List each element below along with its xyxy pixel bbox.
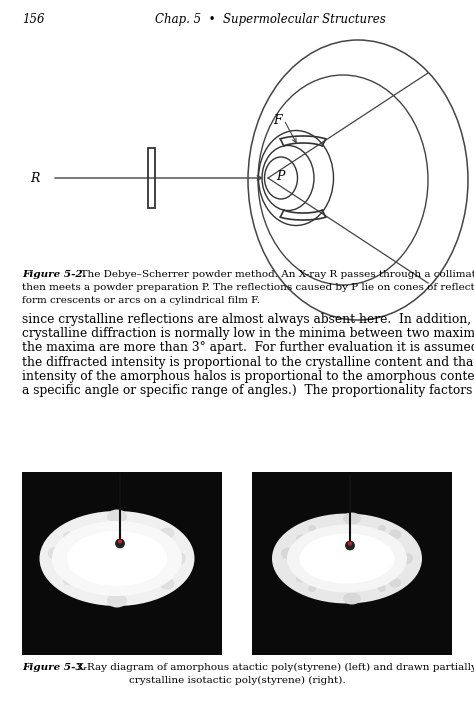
Ellipse shape: [378, 525, 386, 532]
Text: R: R: [31, 172, 40, 185]
Ellipse shape: [107, 593, 127, 607]
Text: the maxima are more than 3° apart.  For further evaluation it is assumed that: the maxima are more than 3° apart. For f…: [22, 342, 474, 354]
Text: since crystalline reflections are almost always absent here.  In addition,: since crystalline reflections are almost…: [22, 313, 471, 326]
Ellipse shape: [116, 539, 125, 548]
Text: a specific angle or specific range of angles.)  The proportionality factors also: a specific angle or specific range of an…: [22, 384, 474, 397]
Ellipse shape: [63, 575, 75, 585]
Text: the diffracted intensity is proportional to the crystalline content and that the: the diffracted intensity is proportional…: [22, 356, 474, 369]
Text: crystalline isotactic poly(styrene) (right).: crystalline isotactic poly(styrene) (rig…: [128, 676, 346, 685]
Text: Chap. 5  •  Supermolecular Structures: Chap. 5 • Supermolecular Structures: [155, 13, 385, 26]
Ellipse shape: [118, 540, 122, 543]
Ellipse shape: [397, 553, 413, 565]
Ellipse shape: [67, 531, 167, 586]
Text: form crescents or arcs on a cylindrical film F.: form crescents or arcs on a cylindrical …: [22, 296, 260, 305]
Text: then meets a powder preparation P. The reflections caused by P lie on cones of r: then meets a powder preparation P. The r…: [22, 283, 474, 292]
Ellipse shape: [346, 541, 355, 550]
Ellipse shape: [389, 578, 401, 588]
Ellipse shape: [159, 528, 174, 540]
Text: 156: 156: [22, 13, 45, 26]
Ellipse shape: [159, 578, 174, 590]
Ellipse shape: [272, 513, 422, 603]
Text: X-Ray diagram of amorphous atactic poly(styrene) (left) and drawn partially: X-Ray diagram of amorphous atactic poly(…: [70, 663, 474, 672]
Text: The Debye–Scherrer powder method. An X-ray R passes through a collimator and: The Debye–Scherrer powder method. An X-r…: [74, 270, 474, 279]
Bar: [22, 472, 222, 655]
Ellipse shape: [107, 510, 127, 523]
Ellipse shape: [52, 521, 182, 596]
Bar: [148, 148, 155, 208]
Ellipse shape: [168, 551, 186, 565]
Ellipse shape: [300, 533, 394, 583]
Ellipse shape: [343, 593, 361, 605]
Ellipse shape: [287, 525, 407, 593]
Text: F: F: [273, 113, 283, 126]
Text: Figure 5-2.: Figure 5-2.: [22, 270, 86, 279]
Text: P: P: [276, 170, 284, 183]
Ellipse shape: [39, 511, 194, 606]
Ellipse shape: [48, 546, 66, 560]
Ellipse shape: [348, 541, 352, 545]
Ellipse shape: [308, 525, 316, 532]
Ellipse shape: [296, 535, 306, 543]
Text: intensity of the amorphous halos is proportional to the amorphous content (at: intensity of the amorphous halos is prop…: [22, 370, 474, 383]
Bar: [252, 472, 452, 655]
Text: Figure 5-3.: Figure 5-3.: [22, 663, 86, 672]
Ellipse shape: [343, 513, 361, 525]
Ellipse shape: [63, 531, 75, 541]
Ellipse shape: [389, 530, 401, 540]
Ellipse shape: [308, 585, 316, 592]
Ellipse shape: [281, 548, 297, 560]
Ellipse shape: [296, 575, 306, 583]
Ellipse shape: [378, 585, 386, 592]
Text: crystalline diffraction is normally low in the minima between two maxima if: crystalline diffraction is normally low …: [22, 327, 474, 340]
